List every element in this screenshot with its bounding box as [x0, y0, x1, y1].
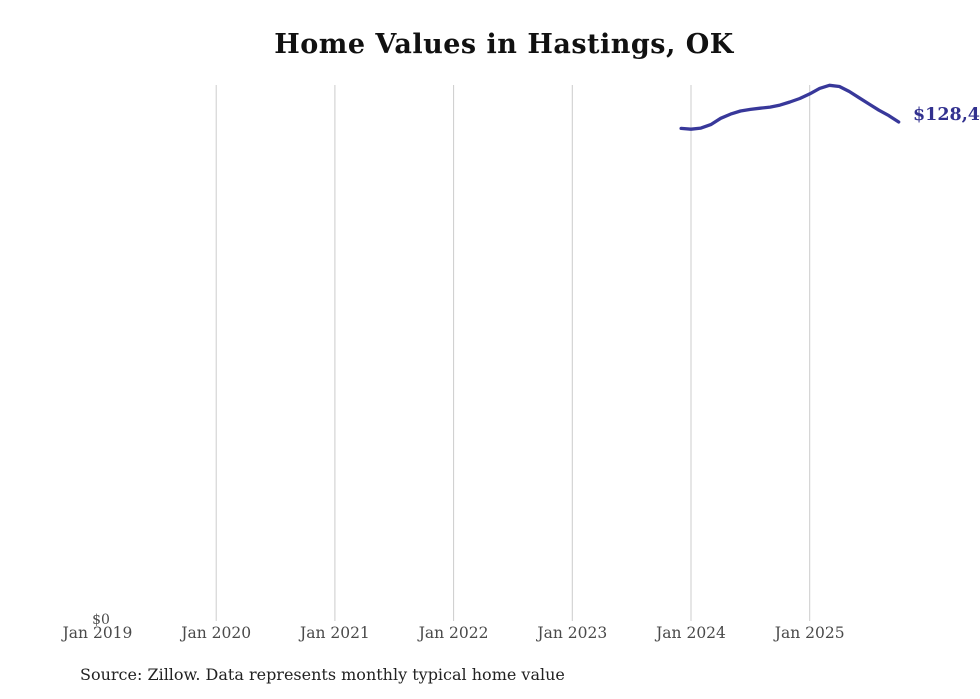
series-end-value-label: $128,460 [913, 105, 980, 125]
x-tick-label: Jan 2021 [299, 624, 370, 642]
x-tick-label: Jan 2023 [537, 624, 608, 642]
x-tick-label: Jan 2019 [62, 624, 133, 642]
x-tick-label: Jan 2025 [774, 624, 845, 642]
source-note: Source: Zillow. Data represents monthly … [80, 665, 565, 684]
x-tick-label: Jan 2020 [181, 624, 252, 642]
x-tick-label: Jan 2024 [656, 624, 726, 642]
home-value-line [679, 83, 901, 131]
x-tick-label: Jan 2022 [418, 624, 489, 642]
y-axis-zero-label: $0 [92, 612, 110, 628]
chart-title: Home Values in Hastings, OK [274, 29, 734, 60]
